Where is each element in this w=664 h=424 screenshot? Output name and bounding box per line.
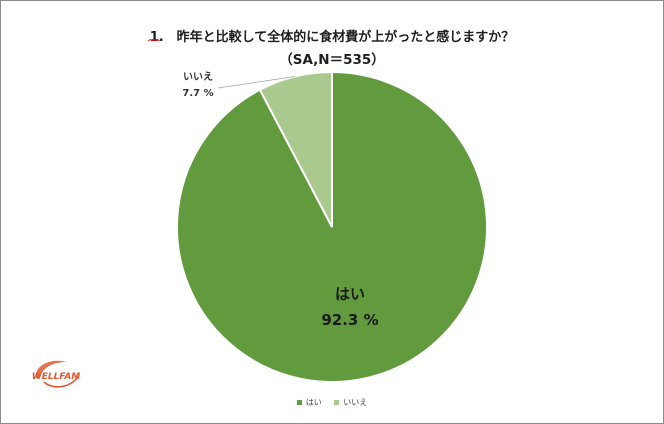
data-label-no-name: いいえ <box>183 71 213 83</box>
data-label-yes-value: 92.3 % <box>321 311 378 329</box>
chart-legend: はい いいえ <box>0 397 664 408</box>
leader-line-no <box>217 76 295 89</box>
legend-item-no: いいえ <box>334 397 367 408</box>
chart-subtitle: （SA,N＝535） <box>279 52 385 68</box>
data-label-no-value: 7.7 % <box>182 88 213 99</box>
legend-item-yes: はい <box>296 397 322 408</box>
wellfam-logo: WELLFAM <box>32 360 80 388</box>
legend-label-yes: はい <box>305 398 322 407</box>
legend-swatch-yes <box>296 400 302 405</box>
legend-swatch-no <box>334 400 340 405</box>
logo-text: WELLFAM <box>32 372 80 382</box>
data-label-yes-name: はい <box>335 285 365 303</box>
legend-label-no: いいえ <box>343 398 368 407</box>
chart-title: 1. 昨年と比較して全体的に食材費が上がったと感じますか？ <box>149 30 515 45</box>
spellcheck-underline <box>148 39 160 42</box>
slice-no <box>258 70 333 228</box>
